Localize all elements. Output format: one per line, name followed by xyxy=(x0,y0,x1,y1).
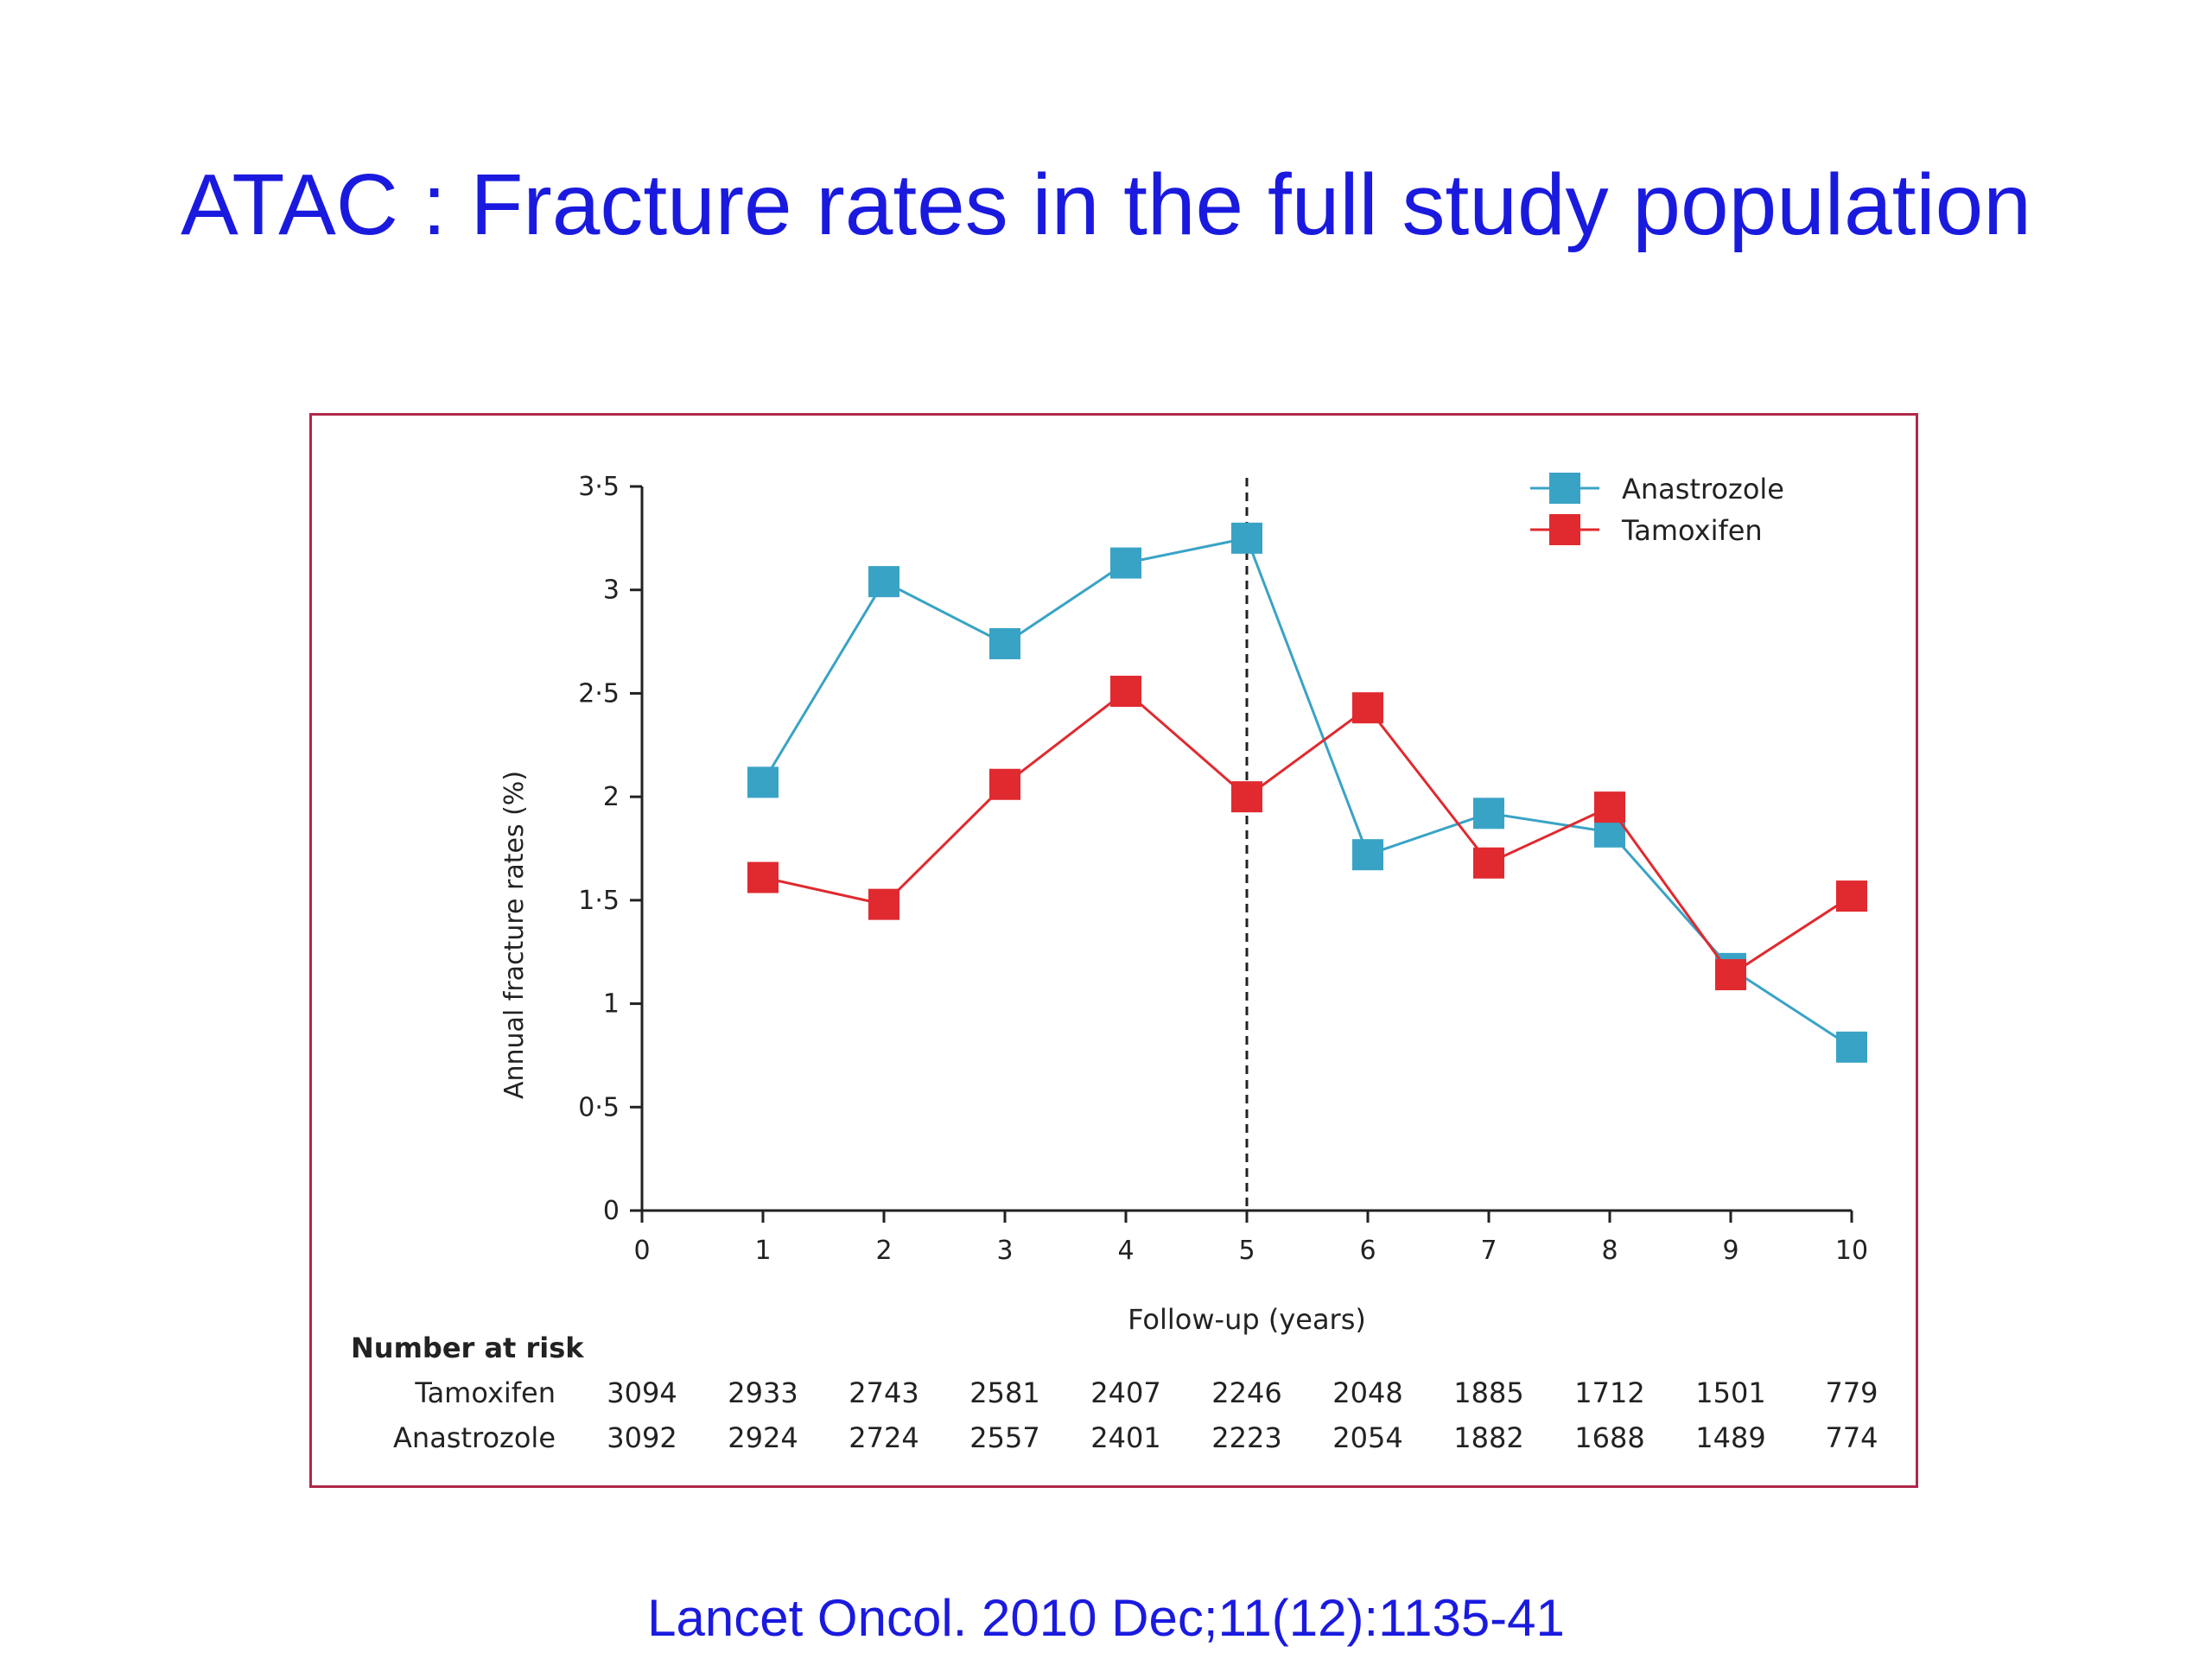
y-tick-label: 1·5 xyxy=(578,886,620,916)
y-tick-label: 2·5 xyxy=(578,678,620,709)
risk-value: 2223 xyxy=(1211,1421,1281,1454)
risk-row-label: Tamoxifen xyxy=(414,1376,556,1409)
legend-marker-anastrozole xyxy=(1549,473,1580,504)
risk-value: 2246 xyxy=(1211,1376,1281,1409)
fracture-rate-chart: 0 0·5 1 1·5 2 2·5 3 3·5 0 1 2 3 4 5 6 7 8 9 10 Follow-up (y… xyxy=(351,472,1878,1454)
data-point-tamoxifen xyxy=(747,861,779,893)
risk-table-title: Number at risk xyxy=(351,1332,584,1364)
y-tick-label: 2 xyxy=(603,782,620,812)
risk-value: 1489 xyxy=(1695,1421,1765,1454)
x-tick-label: 8 xyxy=(1601,1236,1618,1266)
figure-frame: 0 0·5 1 1·5 2 2·5 3 3·5 0 1 2 3 4 5 6 7 8 9 10 Follow-up (y… xyxy=(309,413,1918,1488)
legend-label-tamoxifen: Tamoxifen xyxy=(1621,514,1763,547)
legend-marker-tamoxifen xyxy=(1549,514,1580,545)
y-tick-label: 0·5 xyxy=(578,1092,620,1122)
data-point-anastrozole xyxy=(1473,798,1504,830)
y-axis-label: Annual fracture rates (%) xyxy=(499,771,530,1099)
risk-value: 2743 xyxy=(849,1376,918,1409)
risk-value: 2724 xyxy=(849,1421,918,1454)
x-tick-label: 10 xyxy=(1835,1236,1868,1266)
risk-value: 3094 xyxy=(607,1376,677,1409)
series-line-anastrozole xyxy=(761,537,1853,1049)
risk-row-label: Anastrozole xyxy=(393,1421,556,1454)
risk-value: 774 xyxy=(1825,1421,1878,1454)
y-tick-label: 3·5 xyxy=(578,472,620,502)
y-tick-label: 1 xyxy=(603,989,620,1020)
risk-value: 2054 xyxy=(1332,1421,1402,1454)
x-tick-label: 5 xyxy=(1238,1236,1255,1266)
x-tick-label: 3 xyxy=(996,1236,1013,1266)
data-point-anastrozole xyxy=(1836,1031,1867,1063)
x-tick-label: 4 xyxy=(1117,1236,1134,1266)
risk-value: 2924 xyxy=(728,1421,798,1454)
data-point-tamoxifen xyxy=(989,768,1020,800)
risk-value: 779 xyxy=(1825,1376,1878,1409)
x-tick-label: 7 xyxy=(1480,1236,1497,1266)
data-point-anastrozole xyxy=(1110,547,1141,579)
risk-value: 1712 xyxy=(1574,1376,1644,1409)
data-point-tamoxifen xyxy=(868,888,899,920)
y-tick-label: 3 xyxy=(603,575,620,606)
risk-value: 2557 xyxy=(969,1421,1039,1454)
data-point-tamoxifen xyxy=(1473,847,1504,879)
x-tick-label: 0 xyxy=(633,1236,650,1266)
data-point-anastrozole xyxy=(747,766,779,798)
slide-title: ATAC : Fracture rates in the full study … xyxy=(181,156,2031,253)
risk-value: 2581 xyxy=(969,1376,1039,1409)
series-line-tamoxifen xyxy=(762,690,1853,977)
risk-value: 1885 xyxy=(1453,1376,1523,1409)
data-point-tamoxifen xyxy=(1715,959,1746,991)
data-point-tamoxifen xyxy=(1836,880,1867,912)
data-point-tamoxifen xyxy=(1231,781,1262,813)
citation: Lancet Oncol. 2010 Dec;11(12):1135-41 xyxy=(647,1589,1565,1647)
x-tick-label: 2 xyxy=(875,1236,892,1266)
risk-value: 2407 xyxy=(1090,1376,1160,1409)
risk-value: 2401 xyxy=(1090,1421,1160,1454)
y-tick-label: 0 xyxy=(603,1196,620,1226)
legend-label-anastrozole: Anastrozole xyxy=(1622,473,1784,505)
x-tick-label: 9 xyxy=(1722,1236,1738,1266)
risk-value: 3092 xyxy=(607,1421,677,1454)
risk-value: 2048 xyxy=(1332,1376,1402,1409)
risk-value: 2933 xyxy=(728,1376,798,1409)
data-point-anastrozole xyxy=(989,627,1020,659)
risk-value: 1501 xyxy=(1695,1376,1765,1409)
data-point-tamoxifen xyxy=(1594,791,1625,823)
risk-value: 1688 xyxy=(1574,1421,1644,1454)
data-point-anastrozole xyxy=(868,566,899,598)
data-point-anastrozole xyxy=(1231,522,1262,554)
x-tick-label: 6 xyxy=(1359,1236,1376,1266)
risk-value: 1882 xyxy=(1453,1421,1523,1454)
data-point-tamoxifen xyxy=(1110,676,1141,708)
x-tick-label: 1 xyxy=(754,1236,771,1266)
data-point-anastrozole xyxy=(1352,839,1383,871)
data-point-tamoxifen xyxy=(1352,692,1383,724)
x-axis-label: Follow-up (years) xyxy=(1128,1303,1366,1336)
